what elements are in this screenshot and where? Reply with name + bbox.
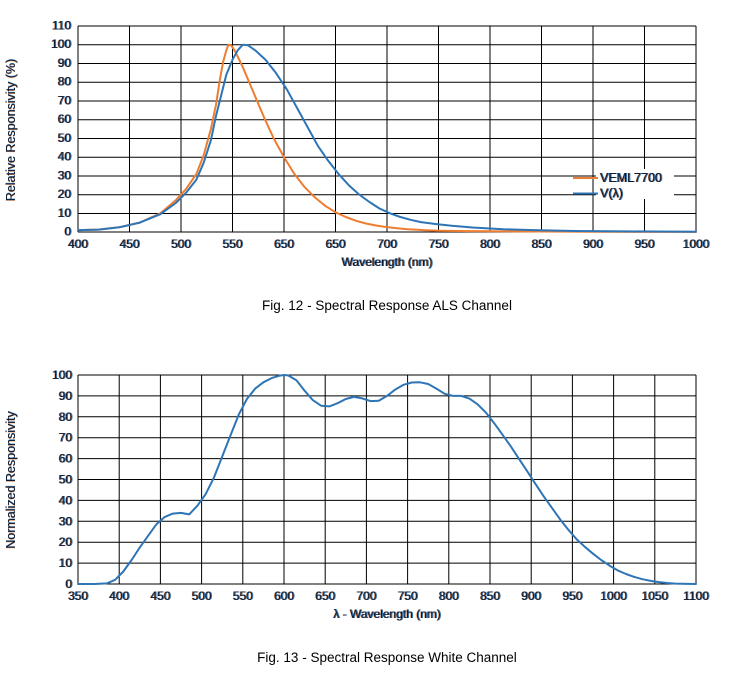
svg-text:1050: 1050 <box>641 589 668 603</box>
svg-text:90: 90 <box>58 56 72 70</box>
svg-text:500: 500 <box>192 589 212 603</box>
svg-text:VEML7700: VEML7700 <box>600 171 662 185</box>
svg-text:V(λ): V(λ) <box>600 187 623 201</box>
svg-text:600: 600 <box>274 589 294 603</box>
svg-text:60: 60 <box>59 452 73 466</box>
svg-text:550: 550 <box>233 589 253 603</box>
svg-text:450: 450 <box>119 237 139 251</box>
svg-text:350: 350 <box>68 589 88 603</box>
svg-text:950: 950 <box>562 589 582 603</box>
svg-text:750: 750 <box>428 237 448 251</box>
svg-text:90: 90 <box>59 389 73 403</box>
svg-text:800: 800 <box>439 589 459 603</box>
svg-text:80: 80 <box>58 75 72 89</box>
svg-text:850: 850 <box>480 589 500 603</box>
svg-text:700: 700 <box>377 237 397 251</box>
svg-text:900: 900 <box>583 237 603 251</box>
svg-text:650: 650 <box>315 589 335 603</box>
svg-text:40: 40 <box>58 150 72 164</box>
svg-text:650: 650 <box>325 237 345 251</box>
svg-text:900: 900 <box>521 589 541 603</box>
svg-text:70: 70 <box>58 94 72 108</box>
svg-text:100: 100 <box>52 368 72 382</box>
svg-text:40: 40 <box>59 493 73 507</box>
svg-text:800: 800 <box>480 237 500 251</box>
svg-text:50: 50 <box>58 131 72 145</box>
svg-text:1000: 1000 <box>600 589 627 603</box>
svg-text:20: 20 <box>58 187 72 201</box>
svg-text:Fig. 13 - Spectral Response Wh: Fig. 13 - Spectral Response White Channe… <box>257 650 517 665</box>
svg-text:Normalized Responsivity: Normalized Responsivity <box>4 410 18 548</box>
svg-text:850: 850 <box>531 237 551 251</box>
svg-text:950: 950 <box>634 237 654 251</box>
svg-text:1000: 1000 <box>683 237 710 251</box>
svg-text:400: 400 <box>109 589 129 603</box>
svg-text:650: 650 <box>274 237 294 251</box>
svg-text:80: 80 <box>59 410 73 424</box>
svg-text:20: 20 <box>59 535 73 549</box>
svg-text:50: 50 <box>59 473 73 487</box>
svg-text:10: 10 <box>59 556 73 570</box>
svg-text:Relative Responsivity (%): Relative Responsivity (%) <box>4 59 18 201</box>
svg-text:550: 550 <box>222 237 242 251</box>
svg-text:Fig. 12 - Spectral Response AL: Fig. 12 - Spectral Response ALS Channel <box>262 298 512 313</box>
svg-text:30: 30 <box>58 169 72 183</box>
svg-text:60: 60 <box>58 112 72 126</box>
svg-text:30: 30 <box>59 514 73 528</box>
svg-text:700: 700 <box>356 589 376 603</box>
svg-text:70: 70 <box>59 431 73 445</box>
svg-text:750: 750 <box>398 589 418 603</box>
svg-text:λ - Wavelength (nm): λ - Wavelength (nm) <box>333 607 441 621</box>
svg-text:10: 10 <box>58 206 72 220</box>
svg-text:450: 450 <box>150 589 170 603</box>
svg-text:400: 400 <box>68 237 88 251</box>
svg-text:Wavelength (nm): Wavelength (nm) <box>342 255 433 269</box>
svg-text:1100: 1100 <box>683 589 709 603</box>
svg-text:110: 110 <box>52 19 71 33</box>
svg-text:100: 100 <box>51 37 71 51</box>
svg-text:500: 500 <box>171 237 191 251</box>
